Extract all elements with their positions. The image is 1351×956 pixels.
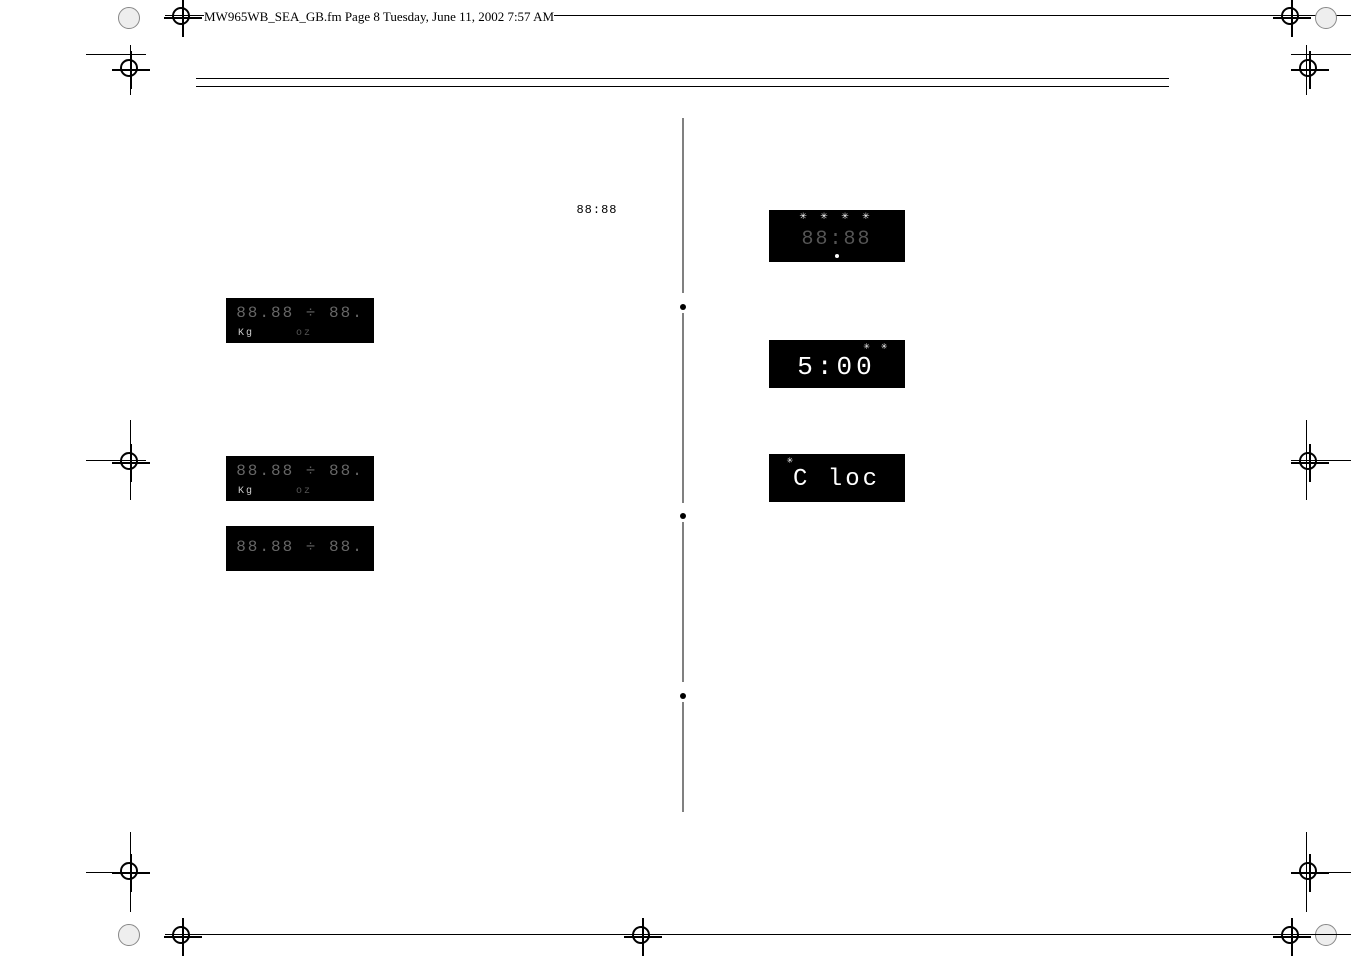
reg-target-mid-right	[1299, 452, 1317, 470]
footer-rule	[165, 934, 1351, 935]
lcd-kg-label: Kg	[238, 328, 254, 339]
lcd-display-right-2: ✳︎ ✳︎ 5:00	[769, 340, 905, 388]
cropmark-h-r	[1291, 54, 1351, 55]
reg-circle-top-left	[118, 7, 140, 29]
reg-circle-top-right	[1315, 7, 1337, 29]
left-column: 88:88 88.88 ÷ 88. Kg oz 88.88 ÷ 88. Kg o…	[196, 118, 683, 876]
lcd-display-left-2: 88.88 ÷ 88. Kg oz	[226, 456, 374, 501]
cropmark-h	[86, 54, 146, 55]
lcd-display-right-3: ✳︎ C loc	[769, 454, 905, 502]
lcd-kg-label: Kg	[238, 486, 254, 497]
page-body: 88:88 88.88 ÷ 88. Kg oz 88.88 ÷ 88. Kg o…	[196, 78, 1169, 876]
page-rule-1	[196, 78, 1169, 79]
reg-target-lower-right	[1299, 862, 1317, 880]
reg-target-upper-left	[120, 59, 138, 77]
reg-target-bottom-center	[632, 926, 650, 944]
lcd-spark-row: ✳︎	[787, 456, 797, 466]
lcd-oz-label: oz	[296, 328, 312, 339]
lcd-display-left-1: 88.88 ÷ 88. Kg oz	[226, 298, 374, 343]
lcd-display-left-3: 88.88 ÷ 88.	[226, 526, 374, 571]
reg-target-top-right	[1281, 7, 1299, 25]
lcd-oz-label: oz	[296, 486, 312, 497]
lcd-main-text: C loc	[769, 466, 905, 493]
header-filename: MW965WB_SEA_GB.fm Page 8 Tuesday, June 1…	[204, 9, 554, 25]
page-rule-2	[196, 86, 1169, 87]
lcd-spark-row: ✳︎ ✳︎	[863, 342, 890, 352]
lcd-main-text: 5:00	[769, 352, 905, 382]
lcd-dot-indicator	[835, 254, 839, 258]
right-column: ✳︎ ✳︎ ✳︎ ✳︎ 88:88 ✳︎ ✳︎ 5:00 ✳︎ C loc	[683, 118, 1170, 876]
reg-circle-bottom-left	[118, 924, 140, 946]
lcd-main-text: 88.88 ÷ 88.	[226, 462, 374, 480]
lcd-spark-row: ✳︎ ✳︎ ✳︎ ✳︎	[769, 212, 905, 222]
lcd-main-text: 88.88 ÷ 88.	[226, 538, 374, 556]
lcd-display-right-1: ✳︎ ✳︎ ✳︎ ✳︎ 88:88	[769, 210, 905, 262]
reg-circle-bottom-right	[1315, 924, 1337, 946]
reg-target-bottom-left	[172, 926, 190, 944]
two-column-layout: 88:88 88.88 ÷ 88. Kg oz 88.88 ÷ 88. Kg o…	[196, 118, 1169, 876]
reg-target-mid-left	[120, 452, 138, 470]
reg-target-lower-left	[120, 862, 138, 880]
lcd-main-text: 88.88 ÷ 88.	[226, 304, 374, 322]
reg-target-top-left	[172, 7, 190, 25]
lcd-main-text: 88:88	[769, 228, 905, 251]
clock-icon: 88:88	[576, 203, 617, 217]
reg-target-upper-right	[1299, 59, 1317, 77]
reg-target-bottom-right	[1281, 926, 1299, 944]
